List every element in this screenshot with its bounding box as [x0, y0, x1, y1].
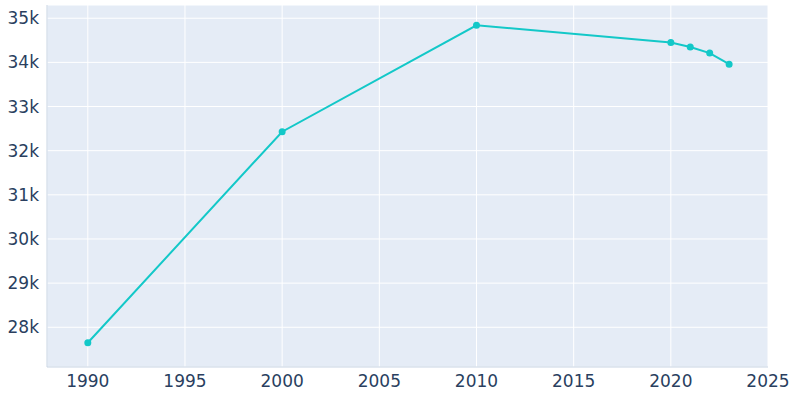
svg-text:28k: 28k: [8, 317, 39, 337]
svg-text:2015: 2015: [552, 371, 595, 391]
svg-text:31k: 31k: [8, 185, 39, 205]
svg-text:2025: 2025: [746, 371, 789, 391]
svg-text:33k: 33k: [8, 97, 39, 117]
svg-text:32k: 32k: [8, 141, 39, 161]
svg-text:2010: 2010: [455, 371, 498, 391]
svg-text:2000: 2000: [261, 371, 304, 391]
svg-text:1995: 1995: [163, 371, 206, 391]
svg-text:2005: 2005: [358, 371, 401, 391]
svg-text:29k: 29k: [8, 273, 39, 293]
svg-text:2020: 2020: [649, 371, 692, 391]
svg-text:30k: 30k: [8, 229, 39, 249]
svg-text:35k: 35k: [8, 8, 39, 28]
svg-text:1990: 1990: [66, 371, 109, 391]
svg-text:34k: 34k: [8, 52, 39, 72]
